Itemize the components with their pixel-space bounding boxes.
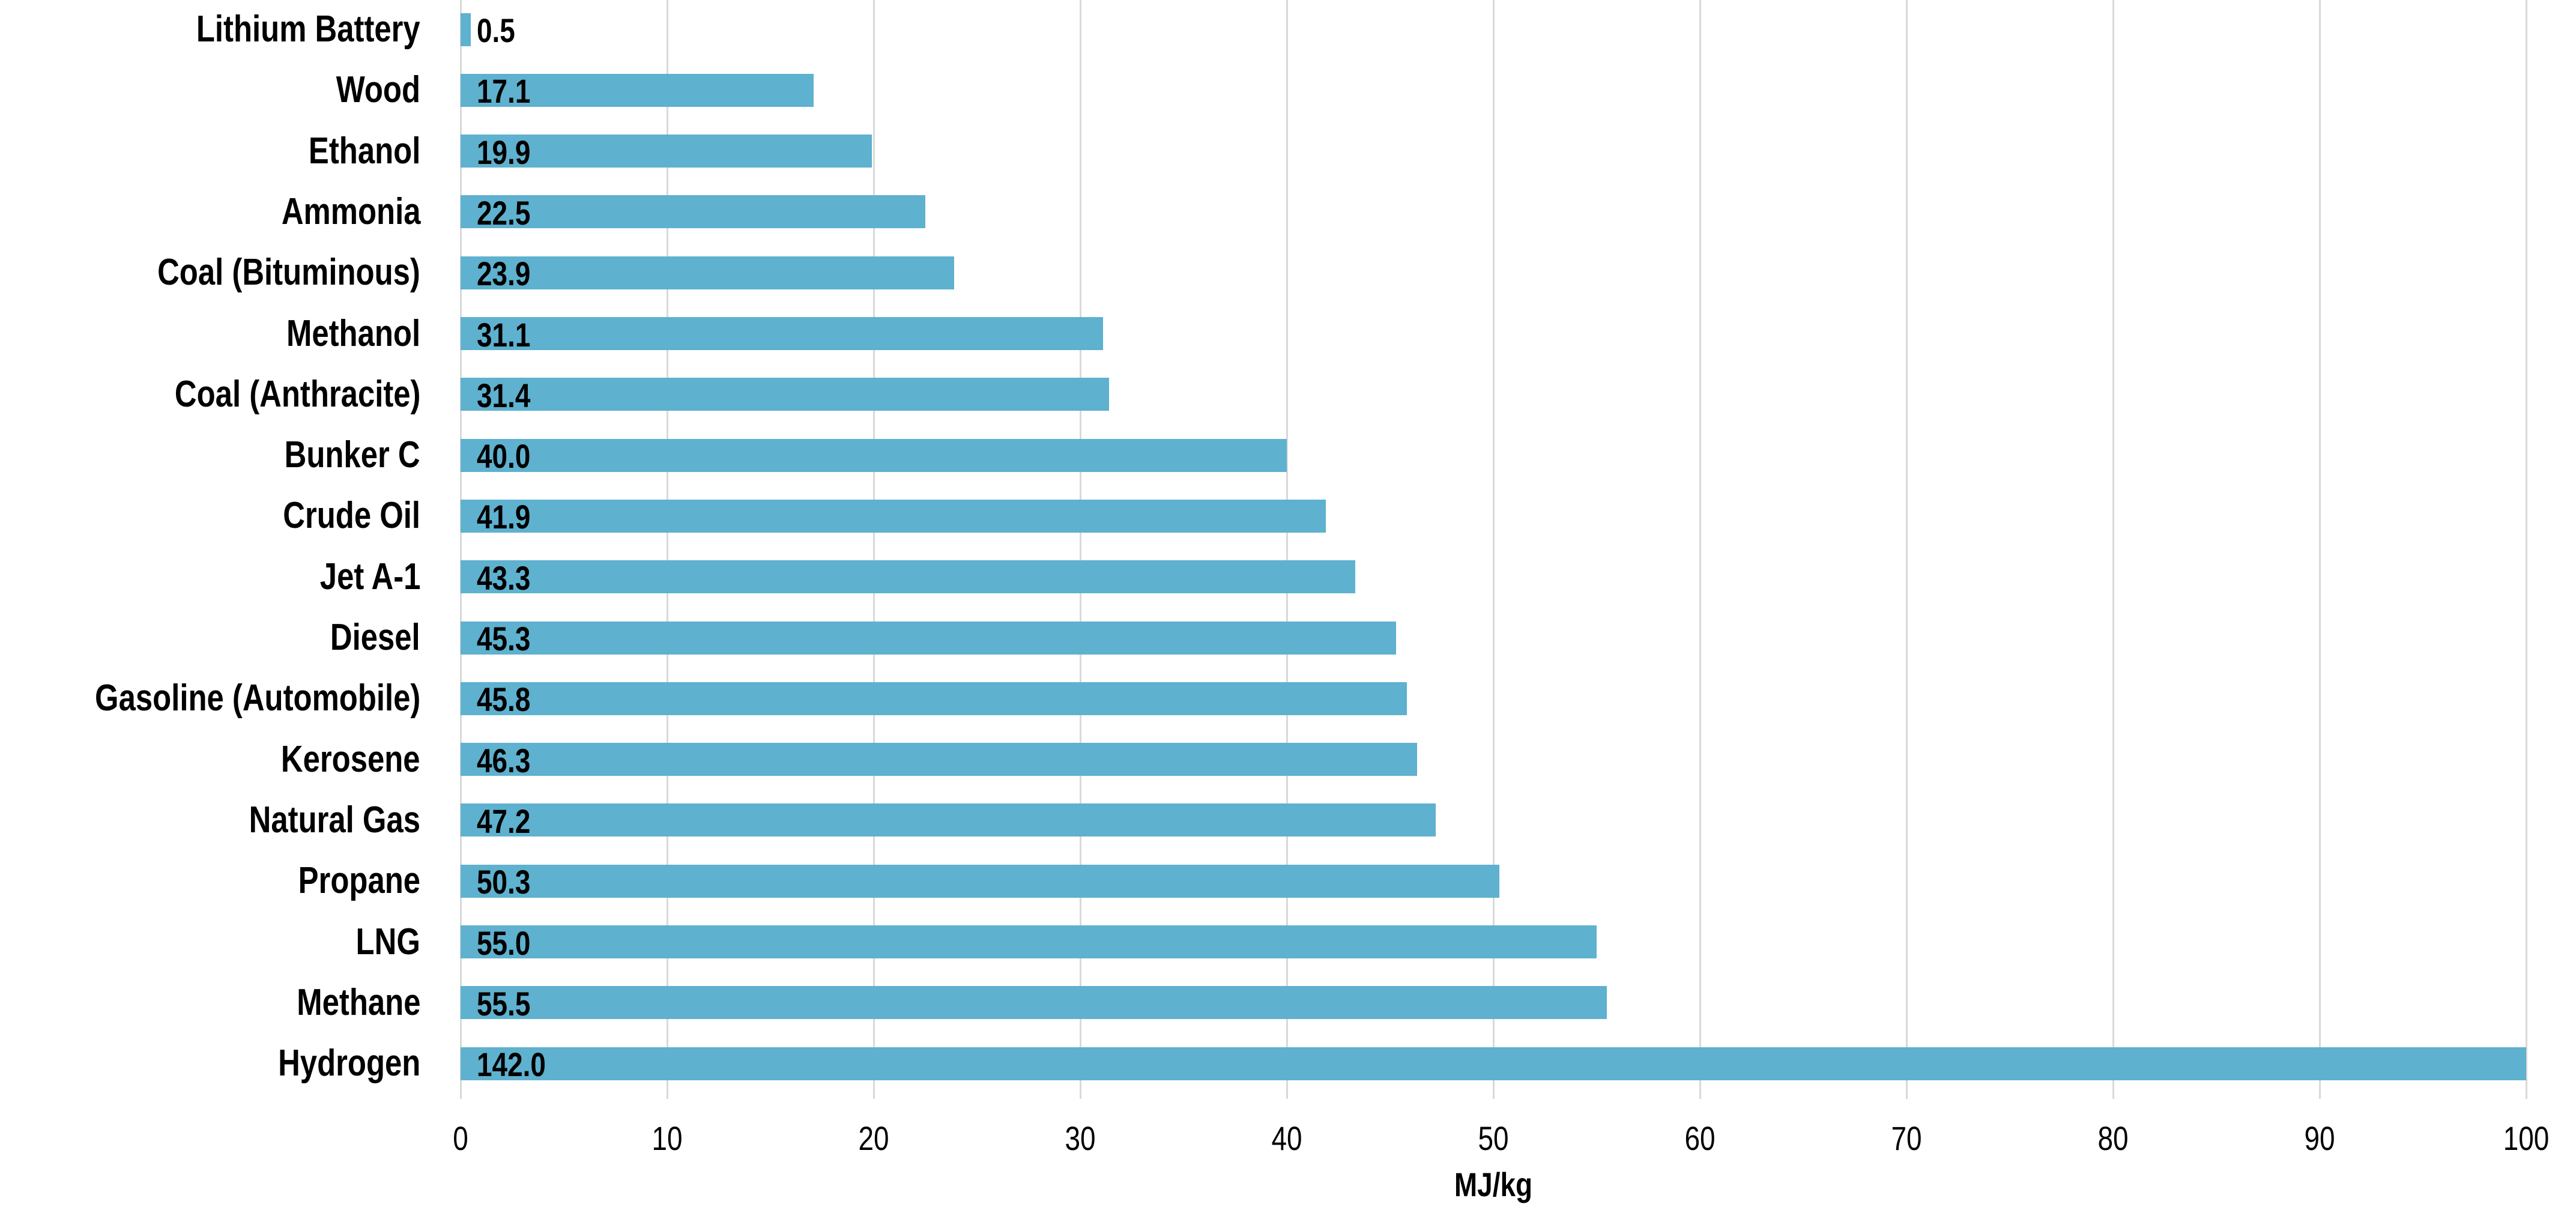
value-label: 47.2 xyxy=(477,802,531,840)
x-tick-label: 20 xyxy=(858,1119,889,1157)
bar xyxy=(461,986,1607,1020)
bar xyxy=(461,621,1397,655)
bar xyxy=(461,73,814,107)
category-label: Ammonia xyxy=(281,190,420,232)
category-label: Methanol xyxy=(286,312,420,354)
value-label: 0.5 xyxy=(477,11,515,49)
x-tick-label: 30 xyxy=(1065,1119,1096,1157)
bar xyxy=(461,1047,2526,1080)
x-tick-label: 0 xyxy=(453,1119,468,1157)
value-label: 46.3 xyxy=(477,741,531,779)
bar xyxy=(461,256,955,289)
value-label: 22.5 xyxy=(477,193,531,232)
value-label: 23.9 xyxy=(477,255,531,293)
category-label: Coal (Bituminous) xyxy=(157,252,420,294)
gridline xyxy=(2318,0,2321,1099)
category-label: Hydrogen xyxy=(277,1042,420,1084)
gridline xyxy=(666,0,668,1099)
category-label: Wood xyxy=(336,69,420,111)
value-label: 31.1 xyxy=(477,315,531,354)
x-tick-label: 50 xyxy=(1478,1119,1509,1157)
bar xyxy=(461,13,471,46)
category-label: Propane xyxy=(298,860,420,902)
gridline xyxy=(1699,0,1701,1099)
category-label: Ethanol xyxy=(308,130,420,172)
x-tick-label: 80 xyxy=(2097,1119,2129,1157)
value-label: 142.0 xyxy=(477,1045,546,1084)
value-label: 31.4 xyxy=(477,376,531,414)
value-label: 45.8 xyxy=(477,680,531,719)
value-label: 45.3 xyxy=(477,620,531,658)
category-label: Crude Oil xyxy=(283,495,420,537)
gridline xyxy=(872,0,875,1099)
gridline xyxy=(2525,0,2527,1099)
bar xyxy=(461,682,1407,715)
value-label: 43.3 xyxy=(477,558,531,597)
bar xyxy=(461,378,1110,411)
gridline xyxy=(1079,0,1081,1099)
value-label: 55.0 xyxy=(477,924,531,962)
value-label: 41.9 xyxy=(477,498,531,536)
bar xyxy=(461,743,1417,776)
value-label: 40.0 xyxy=(477,437,531,476)
category-label: Kerosene xyxy=(281,738,420,780)
bar xyxy=(461,803,1436,837)
category-label: Natural Gas xyxy=(249,799,420,841)
category-label: Diesel xyxy=(330,617,420,658)
value-label: 17.1 xyxy=(477,72,531,110)
category-label: Methane xyxy=(296,981,420,1023)
x-tick-label: 90 xyxy=(2304,1119,2335,1157)
bar xyxy=(461,317,1103,350)
category-label: Lithium Battery xyxy=(196,8,420,50)
bar xyxy=(461,925,1597,958)
x-tick-label: 10 xyxy=(652,1119,683,1157)
x-tick-label: 70 xyxy=(1891,1119,1922,1157)
gridline xyxy=(1905,0,1908,1099)
x-tick-label: 100 xyxy=(2503,1119,2550,1157)
value-label: 55.5 xyxy=(477,984,531,1023)
x-axis-label: MJ/kg xyxy=(1454,1166,1533,1203)
bar xyxy=(461,864,1500,898)
gridline xyxy=(1492,0,1495,1099)
value-label: 50.3 xyxy=(477,863,531,901)
bar xyxy=(461,560,1355,594)
value-label: 19.9 xyxy=(477,133,531,171)
x-tick-label: 60 xyxy=(1684,1119,1716,1157)
bar xyxy=(461,438,1287,472)
gridline xyxy=(1286,0,1288,1099)
category-label: LNG xyxy=(355,921,420,963)
category-label: Jet A-1 xyxy=(319,555,420,597)
x-tick-label: 40 xyxy=(1271,1119,1302,1157)
bar xyxy=(461,195,925,229)
bar xyxy=(461,135,872,168)
category-label: Gasoline (Automobile) xyxy=(94,677,420,719)
gridline xyxy=(459,0,462,1099)
bar xyxy=(461,499,1326,533)
gridline xyxy=(2112,0,2114,1099)
category-label: Bunker C xyxy=(285,434,420,476)
category-label: Coal (Anthracite) xyxy=(174,373,420,415)
